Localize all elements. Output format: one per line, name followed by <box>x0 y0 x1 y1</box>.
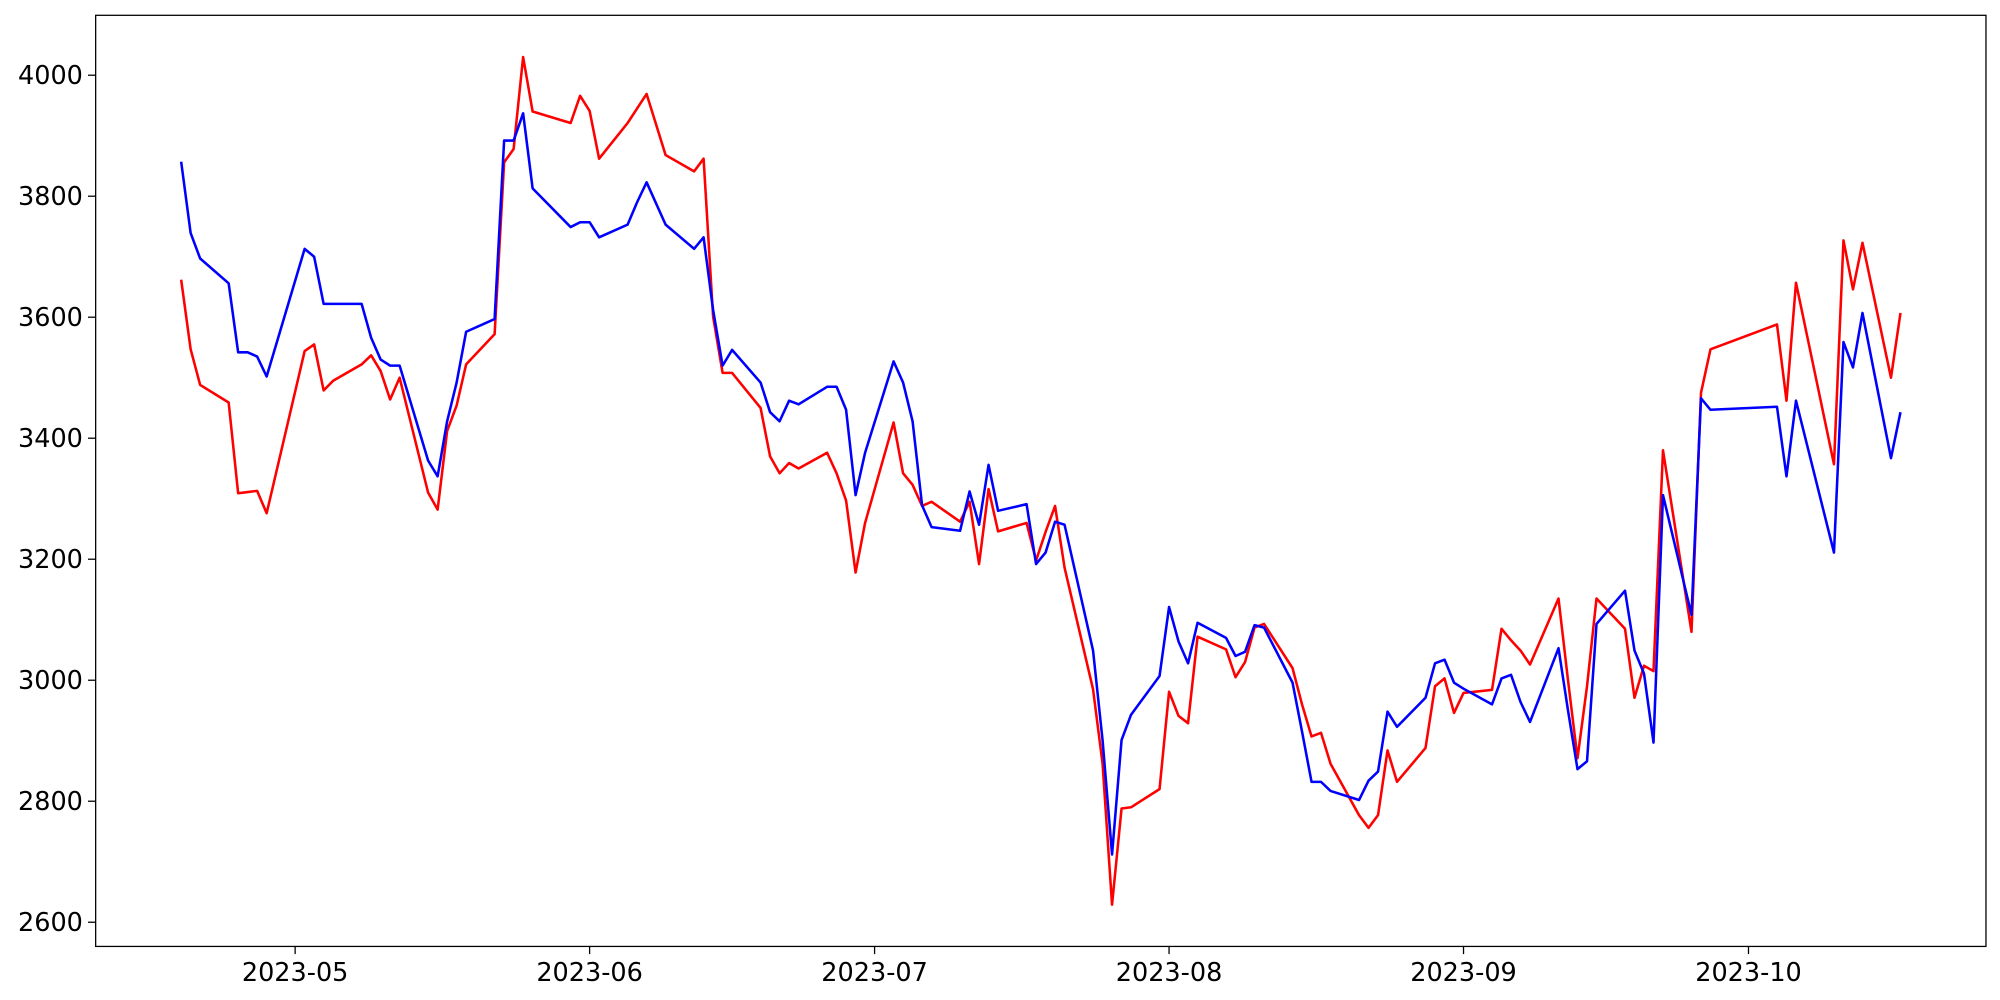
x-tick-label: 2023-06 <box>536 958 643 988</box>
y-tick-label: 2600 <box>18 908 83 938</box>
series-line <box>179 112 1902 856</box>
x-tick-label: 2023-08 <box>1116 958 1223 988</box>
y-tick-label: 4000 <box>18 61 83 91</box>
y-tick-label: 3400 <box>18 424 83 454</box>
plot-frame <box>95 14 1987 948</box>
x-tick-label: 2023-05 <box>242 958 349 988</box>
y-tick-label: 3000 <box>18 666 83 696</box>
y-tick-label: 3600 <box>18 303 83 333</box>
y-tick-label: 3200 <box>18 545 83 575</box>
x-tick-label: 2023-10 <box>1695 958 1802 988</box>
x-tick-label: 2023-07 <box>821 958 928 988</box>
series-line <box>179 55 1902 906</box>
x-tick-label: 2023-09 <box>1410 958 1517 988</box>
y-tick-label: 3800 <box>18 182 83 212</box>
y-tick-label: 2800 <box>18 787 83 817</box>
